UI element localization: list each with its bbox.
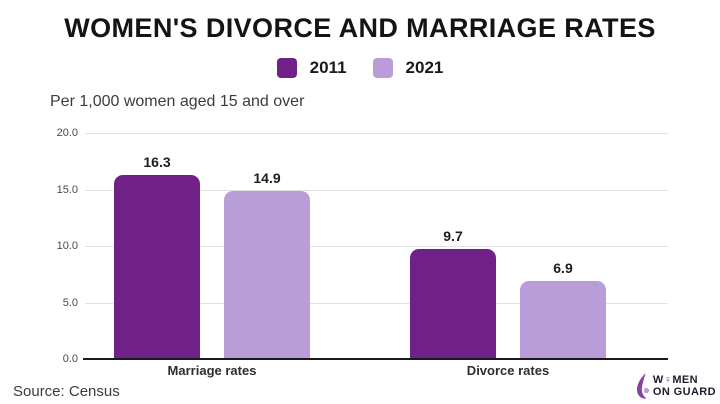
bar-divorce-rates-2021	[520, 281, 606, 359]
gridline	[85, 246, 668, 247]
bar-value-label: 9.7	[443, 228, 463, 245]
legend-swatch-2021	[372, 58, 393, 78]
y-tick-label: 10.0	[56, 240, 78, 252]
bar-value-label: 6.9	[553, 260, 573, 277]
x-axis-baseline	[83, 358, 668, 360]
plot-area: 16.3 14.9 9.7 6.9	[85, 133, 668, 359]
bar-value-label: 14.9	[253, 169, 281, 186]
gridline	[85, 302, 668, 304]
legend-label-2011: 2011	[309, 58, 347, 77]
legend-label-2021: 2021	[405, 58, 444, 77]
category-label-divorce-rates: Divorce rates	[466, 363, 550, 378]
page-title: WOMEN'S DIVORCE AND MARRIAGE RATES	[64, 13, 656, 43]
logo-text: W♀MEN ON GUARD	[653, 374, 716, 398]
y-tick-label: 0.0	[62, 353, 78, 365]
y-tick-label: 20.0	[56, 127, 78, 139]
gridline	[85, 133, 668, 134]
gridline	[85, 189, 668, 191]
logo-line1: W♀MEN	[652, 374, 699, 386]
legend: 2011 2021	[0, 56, 720, 80]
woman-guard-icon	[636, 373, 650, 399]
bar-divorce-rates-2011	[410, 249, 496, 359]
legend-swatch-2011	[276, 58, 297, 78]
chart-subtitle: Per 1,000 women aged 15 and over	[50, 93, 305, 110]
logo: W♀MEN ON GUARD	[635, 372, 716, 400]
legend-item-2011: 2011	[276, 58, 347, 78]
category-label-marriage-rates: Marriage rates	[167, 363, 257, 378]
legend-item-2021: 2021	[372, 58, 444, 78]
logo-line2: ON GUARD	[652, 386, 716, 398]
y-tick-label: 15.0	[56, 183, 78, 196]
female-symbol-icon: ♀	[663, 374, 673, 386]
source-note: Source: Census	[13, 383, 120, 400]
y-tick-label: 5.0	[62, 296, 78, 309]
bar-marriage-rates-2011	[114, 174, 200, 359]
bar-marriage-rates-2021	[224, 190, 310, 359]
bar-value-label: 16.3	[143, 153, 171, 170]
